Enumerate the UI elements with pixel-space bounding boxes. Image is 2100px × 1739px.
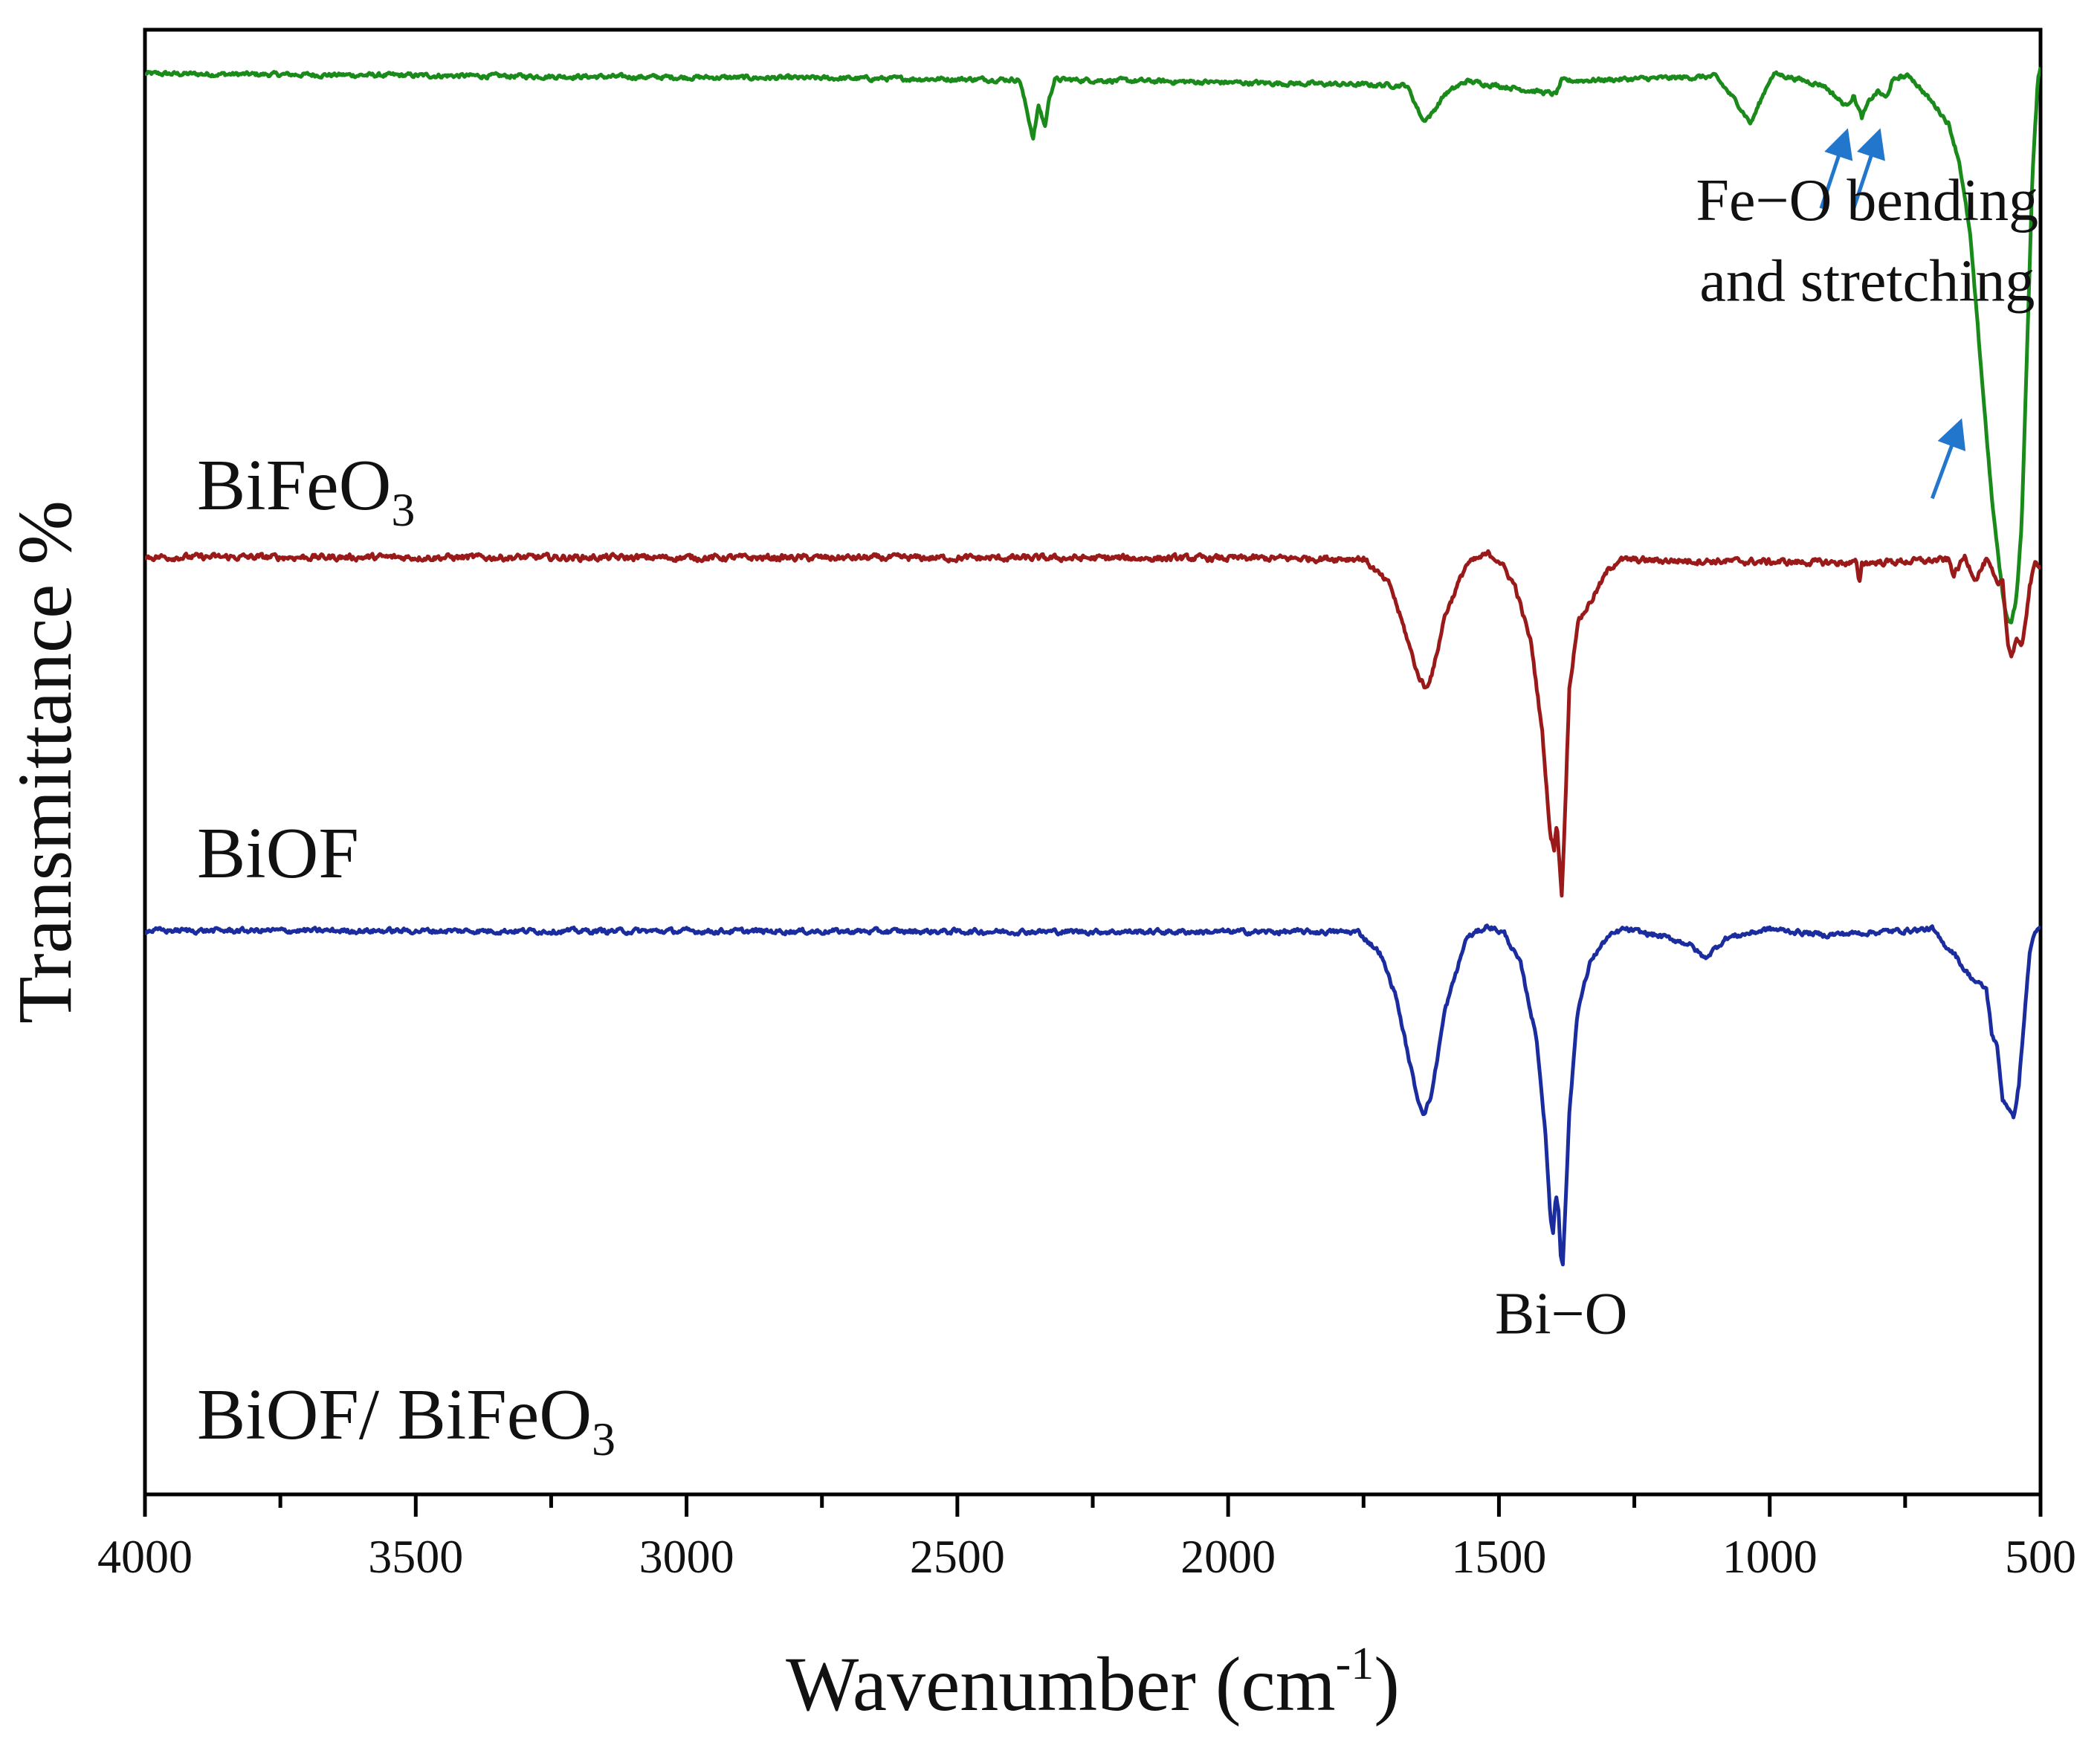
x-tick-label-2000: 2000 [1180, 1530, 1276, 1583]
series-label-biof: BiOF [197, 813, 359, 894]
series-label-bifeo3: BiFeO3 [197, 445, 415, 536]
annotation-arrow-0 [1819, 128, 1853, 210]
annotation-and-stretching: and stretching [1699, 248, 2035, 314]
x-axis-title: Wavenumber (cm-1) [786, 1639, 1400, 1727]
x-tick-label-3500: 3500 [368, 1530, 463, 1583]
x-tick-label-500: 500 [2005, 1530, 2076, 1583]
series-line-biof-bifeo3 [145, 923, 2041, 1267]
annotation-bi-o: Bi−O [1495, 1281, 1627, 1346]
annotation-arrows [1819, 128, 1966, 500]
annotation-arrow-2 [1930, 418, 1966, 500]
x-tick-label-2500: 2500 [910, 1530, 1005, 1583]
series-label-biof-bifeo3: BiOF/ BiFeO3 [197, 1375, 616, 1465]
annotation-fe-o-bending: Fe−O bending [1696, 168, 2039, 233]
series-lines [145, 67, 2041, 1267]
x-axis-tick-labels: 4000 3500 3000 2500 2000 1500 1000 500 [97, 1530, 2076, 1583]
x-tick-label-3000: 3000 [639, 1530, 734, 1583]
x-tick-label-1500: 1500 [1451, 1530, 1546, 1583]
x-tick-label-4000: 4000 [97, 1530, 193, 1583]
series-line-bifeo3 [145, 67, 2041, 625]
y-axis-title: Transmittance % [2, 500, 88, 1024]
x-tick-label-1000: 1000 [1722, 1530, 1818, 1583]
series-line-biof [145, 549, 2041, 898]
x-axis-ticks [143, 1494, 2043, 1517]
annotation-arrow-1 [1852, 128, 1885, 210]
